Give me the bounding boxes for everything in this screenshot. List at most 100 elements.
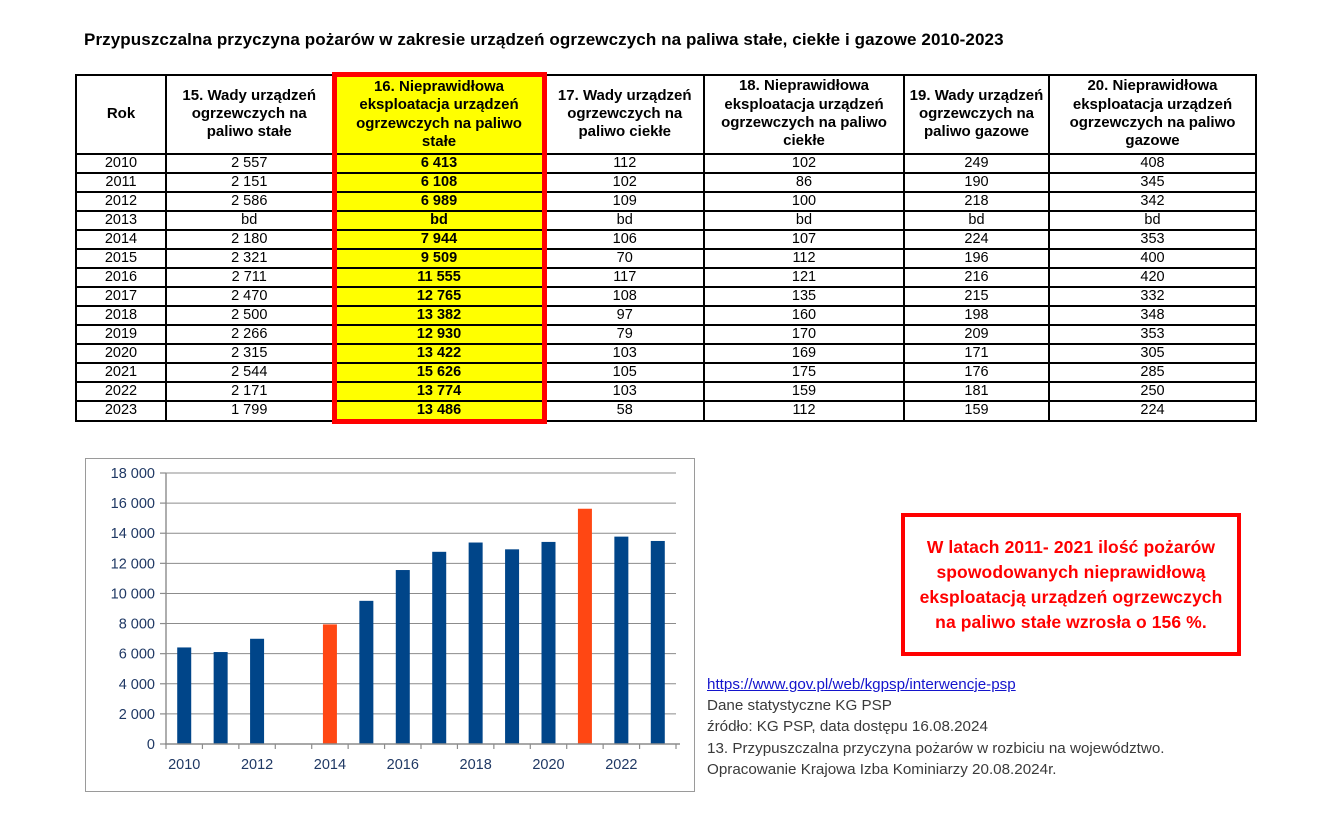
table-row-2018: 2018 2 500 13 382 97 160 198 348 (75, 304, 1257, 326)
column-header-2: 16. Nieprawidłowa eksploatacja urządzeń … (331, 72, 547, 155)
x-tick-label: 2020 (532, 757, 564, 773)
column-header-0: Rok (75, 73, 167, 155)
table-cell: 353 (1048, 323, 1257, 345)
source-line-1: Dane statystyczne KG PSP (707, 697, 892, 715)
table-cell: 102 (543, 171, 705, 193)
table-cell: 2 470 (165, 285, 335, 307)
table-cell: 2020 (75, 342, 167, 364)
table-cell: 58 (543, 399, 705, 422)
x-tick-label: 2014 (314, 757, 346, 773)
table-row-2017: 2017 2 470 12 765 108 135 215 332 (75, 285, 1257, 307)
column-header-6: 20. Nieprawidłowa eksploatacja urządzeń … (1048, 73, 1257, 155)
table-cell: bd (165, 209, 335, 231)
table-cell: 86 (703, 171, 905, 193)
table-cell: 224 (1048, 399, 1257, 422)
table-row-2023: 2023 1 799 13 486 58 112 159 224 (75, 399, 1257, 424)
table-cell: 2014 (75, 228, 167, 250)
table-cell: 2 315 (165, 342, 335, 364)
table-cell: 249 (903, 152, 1050, 174)
table-cell: 121 (703, 266, 905, 288)
table-cell: bd (703, 209, 905, 231)
highlight-note-box: W latach 2011- 2021 ilość pożarów spowod… (901, 513, 1241, 656)
table-row-2010: 2010 2 557 6 413 112 102 249 408 (75, 152, 1257, 174)
table-cell: 6 413 (331, 152, 547, 174)
table-cell: 170 (703, 323, 905, 345)
table-cell: 2022 (75, 380, 167, 402)
table-cell: 332 (1048, 285, 1257, 307)
table-cell: 11 555 (331, 266, 547, 288)
table-cell: 9 509 (331, 247, 547, 269)
y-tick-label: 0 (147, 737, 155, 753)
y-tick-label: 4 000 (119, 677, 155, 693)
bar-2018 (468, 542, 483, 744)
x-tick-label: 2018 (460, 757, 492, 773)
column-header-3: 17. Wady urządzeń ogrzewczych na paliwo … (543, 73, 705, 155)
table-cell: 176 (903, 361, 1050, 383)
bar-2020 (541, 541, 556, 744)
bar-2012 (250, 638, 265, 744)
table-cell: 2016 (75, 266, 167, 288)
bar-2015 (359, 600, 374, 744)
table-cell: 2 321 (165, 247, 335, 269)
table-cell: 112 (703, 247, 905, 269)
source-line-2: źródło: KG PSP, data dostępu 16.08.2024 (707, 718, 988, 736)
table-cell: 13 422 (331, 342, 547, 364)
table-cell: 216 (903, 266, 1050, 288)
table-cell: 169 (703, 342, 905, 364)
table-cell: 117 (543, 266, 705, 288)
table-cell: 70 (543, 247, 705, 269)
table-cell: 181 (903, 380, 1050, 402)
table-cell: bd (331, 209, 547, 231)
table-cell: 112 (543, 152, 705, 174)
table-row-2016: 2016 2 711 11 555 117 121 216 420 (75, 266, 1257, 288)
bar-2019 (505, 549, 520, 744)
table-cell: 285 (1048, 361, 1257, 383)
table-cell: 2 586 (165, 190, 335, 212)
table-row-2019: 2019 2 266 12 930 79 170 209 353 (75, 323, 1257, 345)
table-cell: 342 (1048, 190, 1257, 212)
y-tick-label: 2 000 (119, 707, 155, 723)
bar-2022 (614, 536, 629, 744)
table-cell: bd (543, 209, 705, 231)
source-link[interactable]: https://www.gov.pl/web/kgpsp/interwencje… (707, 676, 1016, 693)
table-row-2011: 2011 2 151 6 108 102 86 190 345 (75, 171, 1257, 193)
table-cell: 108 (543, 285, 705, 307)
table-cell: 2 180 (165, 228, 335, 250)
table-cell: 79 (543, 323, 705, 345)
table-cell: 159 (703, 380, 905, 402)
table-cell: 190 (903, 171, 1050, 193)
table-cell: 408 (1048, 152, 1257, 174)
table-cell: 2013 (75, 209, 167, 231)
table-cell: 159 (903, 399, 1050, 422)
table-cell: 109 (543, 190, 705, 212)
table-cell: 353 (1048, 228, 1257, 250)
bar-2017 (432, 551, 447, 744)
table-cell: 106 (543, 228, 705, 250)
x-tick-label: 2012 (241, 757, 273, 773)
table-cell: 2 500 (165, 304, 335, 326)
table-cell: 348 (1048, 304, 1257, 326)
bar-2010 (177, 647, 192, 744)
table-cell: 103 (543, 342, 705, 364)
table-row-2015: 2015 2 321 9 509 70 112 196 400 (75, 247, 1257, 269)
table-cell: 7 944 (331, 228, 547, 250)
page-title: Przypuszczalna przyczyna pożarów w zakre… (84, 30, 1004, 49)
table-cell: 15 626 (331, 361, 547, 383)
table-row-2012: 2012 2 586 6 989 109 100 218 342 (75, 190, 1257, 212)
table-cell: 135 (703, 285, 905, 307)
bar-2021 (577, 508, 592, 744)
table-cell: 420 (1048, 266, 1257, 288)
y-tick-label: 12 000 (111, 556, 155, 572)
table-cell: 2 557 (165, 152, 335, 174)
y-tick-label: 8 000 (119, 617, 155, 633)
table-cell: 2 266 (165, 323, 335, 345)
table-cell: 1 799 (165, 399, 335, 422)
x-tick-label: 2022 (605, 757, 637, 773)
table-cell: 100 (703, 190, 905, 212)
column-header-5: 19. Wady urządzeń ogrzewczych na paliwo … (903, 73, 1050, 155)
table-cell: 2023 (75, 399, 167, 422)
y-tick-label: 16 000 (111, 496, 155, 512)
table-cell: 2 151 (165, 171, 335, 193)
bar-2011 (213, 652, 228, 744)
table-row-2021: 2021 2 544 15 626 105 175 176 285 (75, 361, 1257, 383)
